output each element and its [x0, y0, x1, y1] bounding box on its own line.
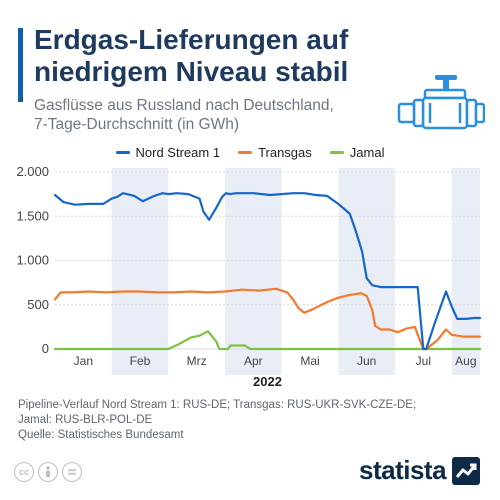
gas-pipeline-icon [397, 75, 485, 130]
page-subtitle: Gasflüsse aus Russland nach Deutschland,… [34, 96, 334, 134]
title-line-2: niedrigem Niveau stabil [34, 56, 349, 87]
no-derivatives-icon[interactable] [62, 462, 82, 482]
x-tick-label: Jun [357, 354, 376, 368]
cc-icon[interactable]: cc [14, 462, 34, 482]
legend-label-jamal: Jamal [349, 145, 385, 160]
legend-label-transgas: Transgas [258, 145, 312, 160]
series-line-transgas [53, 287, 482, 351]
x-tick-label: Jul [416, 354, 431, 368]
x-tick-label: Apr [244, 354, 263, 368]
attribution-icon[interactable] [38, 462, 58, 482]
x-tick-label: Jan [74, 354, 93, 368]
line-chart: 0 500 1.000 1.500 2.000 Jan Feb Mrz Apr Mai Jun Jul… [16, 164, 482, 389]
series-line-nord-stream [53, 192, 482, 351]
y-tick-label: 1.500 [16, 208, 49, 223]
month-band [225, 168, 282, 375]
title-line-1: Erdgas-Lieferungen auf [34, 24, 349, 55]
source-line: Quelle: Statistisches Bundesamt [18, 429, 184, 442]
x-tick-label: Mrz [187, 354, 207, 368]
y-tick-label: 500 [27, 297, 49, 312]
x-tick-label: Mai [300, 354, 319, 368]
legend-swatch-nord-stream [115, 151, 130, 154]
x-tick-label: Aug [455, 354, 476, 368]
subtitle-line-1: Gasflüsse aus Russland nach Deutschland, [34, 97, 334, 114]
chart-legend: Nord Stream 1 Transgas Jamal [0, 145, 500, 160]
legend-label-nord-stream: Nord Stream 1 [135, 145, 221, 160]
x-axis-year-label: 2022 [253, 374, 282, 389]
x-tick-label: Feb [130, 354, 151, 368]
series-line-jamal [53, 330, 482, 351]
title-accent-bar [18, 28, 23, 102]
month-band [338, 168, 395, 375]
brand-name: statista [359, 455, 447, 485]
legend-item-jamal: Jamal [329, 145, 385, 160]
legend-swatch-transgas [238, 151, 253, 154]
y-tick-label: 0 [42, 341, 49, 356]
legend-swatch-jamal [329, 151, 344, 154]
statista-brand[interactable]: statista [359, 455, 481, 486]
legend-item-nord-stream: Nord Stream 1 [115, 145, 221, 160]
y-tick-label: 1.000 [16, 253, 49, 268]
month-band [451, 168, 480, 375]
footnote-line-1: Pipeline-Verlauf Nord Stream 1: RUS-DE; … [18, 399, 417, 411]
footnote-line-2: Jamal: RUS-BLR-POL-DE [18, 414, 153, 427]
legend-item-transgas: Transgas [238, 145, 312, 160]
subtitle-line-2: 7-Tage-Durchschnitt (in GWh) [34, 116, 240, 133]
statista-logo-icon [452, 456, 481, 485]
page-title: Erdgas-Lieferungen auf niedrigem Niveau … [34, 24, 348, 88]
y-tick-label: 2.000 [16, 164, 49, 179]
month-band [111, 168, 169, 375]
chart-footnote: Pipeline-Verlauf Nord Stream 1: RUS-DE; … [18, 398, 416, 444]
license-icons: cc [14, 462, 82, 482]
